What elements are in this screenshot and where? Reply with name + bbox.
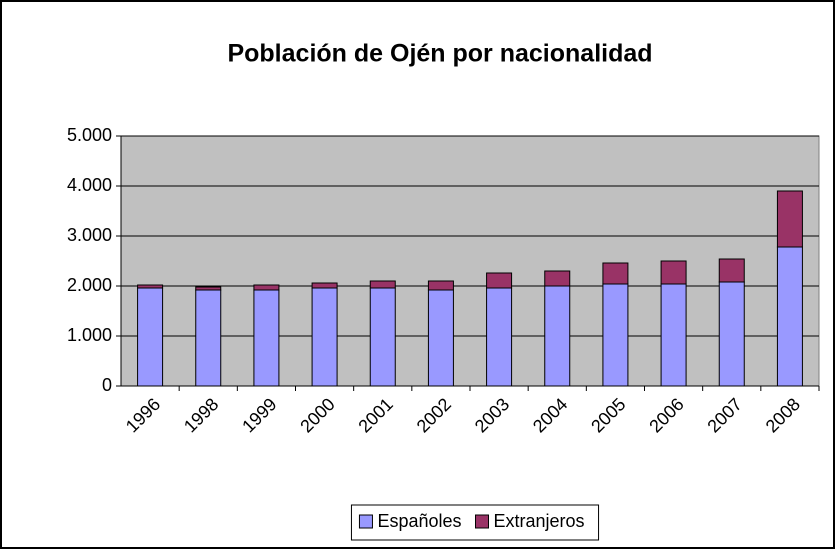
y-tick-label: 1.000	[67, 325, 112, 345]
bar-segment	[253, 284, 280, 291]
bar-segment	[776, 246, 803, 387]
bar-segment	[718, 258, 745, 283]
bar-segment	[660, 283, 687, 387]
bar-segment	[718, 281, 745, 387]
bar-segment	[137, 284, 164, 289]
bar-segment	[602, 283, 629, 387]
bar-segment	[369, 287, 396, 387]
bar-segment	[195, 289, 222, 387]
bar-segment	[311, 282, 338, 289]
y-tick-label: 5.000	[67, 125, 112, 145]
bar-segment	[369, 280, 396, 289]
bar-segment	[544, 285, 571, 387]
plot-area	[120, 135, 820, 387]
bar-segment	[137, 287, 164, 387]
bar-segment	[602, 262, 629, 285]
legend-label: Españoles	[377, 511, 461, 531]
bar-segment	[776, 190, 803, 248]
legend-swatch	[475, 514, 490, 529]
legend-label: Extranjeros	[494, 511, 585, 531]
bar-segment	[544, 270, 571, 287]
y-tick-label: 2.000	[67, 275, 112, 295]
bar-segment	[427, 280, 454, 291]
bar-segment	[311, 287, 338, 387]
chart-title: Población de Ojén por nacionalidad	[227, 40, 652, 68]
bar-segment	[486, 272, 513, 289]
legend	[350, 504, 600, 541]
bar-segment	[486, 287, 513, 387]
bar-segment	[427, 289, 454, 387]
bar-segment	[195, 286, 222, 291]
y-tick-label: 0	[102, 375, 112, 395]
legend-swatch	[358, 514, 373, 529]
y-tick-label: 4.000	[67, 175, 112, 195]
y-tick-label: 3.000	[67, 225, 112, 245]
bar-segment	[660, 260, 687, 285]
bar-segment	[253, 289, 280, 387]
